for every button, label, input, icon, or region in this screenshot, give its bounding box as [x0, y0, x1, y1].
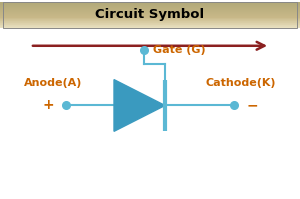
- Bar: [0, 24, 300, 25]
- Bar: [0, 27, 300, 28]
- Bar: [0, 17, 300, 18]
- Bar: [3, 2, 297, 28]
- Text: Conventional Current Flow: Conventional Current Flow: [50, 10, 250, 23]
- Bar: [0, 7, 300, 8]
- Bar: [0, 19, 300, 20]
- Bar: [0, 22, 300, 23]
- Bar: [0, 3, 300, 4]
- Bar: [0, 6, 300, 7]
- Bar: [0, 16, 300, 17]
- Bar: [0, 10, 300, 11]
- Bar: [0, 20, 300, 21]
- Text: +: +: [42, 99, 54, 112]
- Text: Circuit Symbol: Circuit Symbol: [95, 8, 205, 21]
- Bar: [0, 12, 300, 13]
- Bar: [0, 21, 300, 22]
- Bar: [0, 14, 300, 15]
- Bar: [0, 15, 300, 16]
- Text: Gate (G): Gate (G): [153, 45, 206, 55]
- Bar: [0, 18, 300, 19]
- Bar: [0, 13, 300, 14]
- Text: Cathode(K): Cathode(K): [206, 78, 276, 88]
- Bar: [0, 5, 300, 6]
- Bar: [0, 8, 300, 9]
- Bar: [0, 23, 300, 24]
- Text: Anode(A): Anode(A): [24, 78, 82, 88]
- Text: −: −: [246, 99, 258, 112]
- Bar: [0, 11, 300, 12]
- Bar: [0, 25, 300, 26]
- Bar: [0, 2, 300, 3]
- Bar: [0, 26, 300, 27]
- Bar: [0, 4, 300, 5]
- Bar: [0, 9, 300, 10]
- Polygon shape: [114, 80, 165, 131]
